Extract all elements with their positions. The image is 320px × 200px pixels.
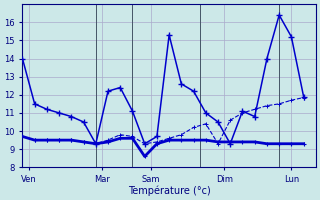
X-axis label: Température (°c): Température (°c) xyxy=(128,185,211,196)
